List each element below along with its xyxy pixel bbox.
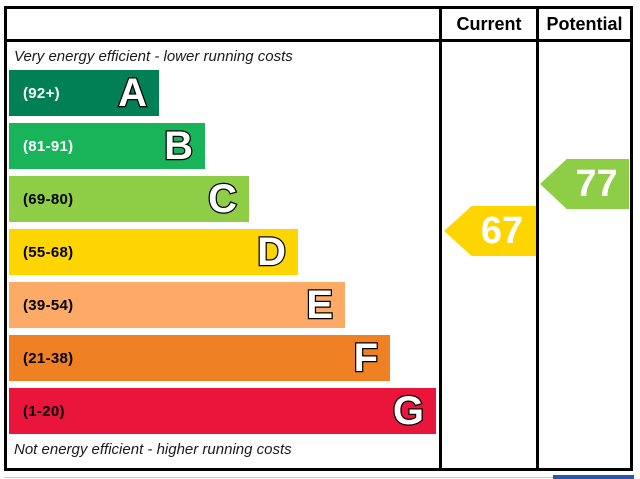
potential-rating-value: 77 xyxy=(575,162,618,205)
cropped-blue-element-edge xyxy=(553,475,634,479)
band-a-bar: (92+) A xyxy=(9,70,159,116)
band-e-range: (39-54) xyxy=(23,296,74,314)
top-caption: Very energy efficient - lower running co… xyxy=(14,48,293,65)
band-e-letter: E xyxy=(305,283,334,327)
band-d-range: (55-68) xyxy=(23,243,74,261)
current-column-header: Current xyxy=(439,9,536,42)
band-d: (55-68) D xyxy=(9,229,439,275)
band-b-bar: (81-91) B xyxy=(9,123,205,169)
potential-column: 77 xyxy=(536,42,630,468)
chart-column-header-empty xyxy=(7,9,439,42)
current-rating-value: 67 xyxy=(480,209,524,252)
bottom-caption: Not energy efficient - higher running co… xyxy=(14,441,292,458)
band-c-bar: (69-80) C xyxy=(9,176,249,222)
band-b: (81-91) B xyxy=(9,123,439,169)
band-b-letter: B xyxy=(163,124,194,168)
band-g-range: (1-20) xyxy=(23,402,65,420)
band-f: (21-38) F xyxy=(9,335,439,381)
band-c-letter: C xyxy=(207,177,238,221)
page-divider-line xyxy=(4,477,553,478)
band-e: (39-54) E xyxy=(9,282,439,328)
potential-rating-marker: 77 xyxy=(540,159,629,209)
band-a: (92+) A xyxy=(9,70,439,116)
current-rating-marker: 67 xyxy=(444,206,536,256)
band-d-bar: (55-68) D xyxy=(9,229,298,275)
potential-column-header: Potential xyxy=(536,9,630,42)
rating-table: Current Potential Very energy efficient … xyxy=(4,6,633,471)
band-b-range: (81-91) xyxy=(23,137,74,155)
band-a-range: (92+) xyxy=(23,84,60,102)
band-f-bar: (21-38) F xyxy=(9,335,390,381)
band-a-letter: A xyxy=(117,71,148,115)
band-f-letter: F xyxy=(352,336,379,380)
band-c: (69-80) C xyxy=(9,176,439,222)
band-d-letter: D xyxy=(256,230,287,274)
band-f-range: (21-38) xyxy=(23,349,74,367)
band-g: (1-20) G xyxy=(9,388,439,434)
rating-bands-column: Very energy efficient - lower running co… xyxy=(7,42,439,468)
band-e-bar: (39-54) E xyxy=(9,282,345,328)
current-column: 67 xyxy=(439,42,536,468)
band-g-letter: G xyxy=(392,389,426,433)
band-g-bar: (1-20) G xyxy=(9,388,436,434)
rating-bands: (92+) A (81-91) B (69-80) C xyxy=(9,70,439,441)
band-c-range: (69-80) xyxy=(23,190,74,208)
